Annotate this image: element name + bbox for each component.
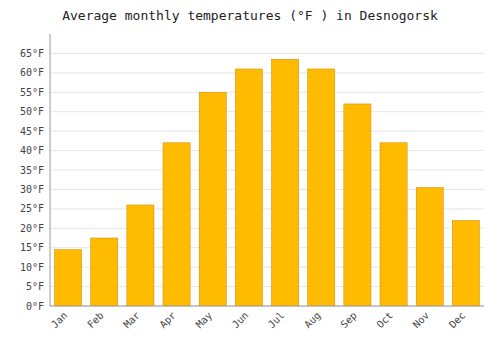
grid-line: [50, 306, 484, 307]
x-tick-label: May: [194, 310, 215, 331]
x-tick-label: Jun: [230, 310, 251, 331]
grid-line: [50, 92, 484, 93]
y-tick-label: 0°F: [26, 301, 44, 312]
bar: [272, 59, 299, 306]
bar: [91, 238, 118, 306]
grid-line: [50, 111, 484, 112]
grid-line: [50, 131, 484, 132]
y-tick-label: 60°F: [20, 67, 44, 78]
x-tick-label: Sep: [338, 310, 359, 331]
bar: [235, 69, 262, 306]
bars: [55, 59, 480, 306]
y-tick-label: 20°F: [20, 223, 44, 234]
y-axis-line: [50, 34, 51, 306]
chart: Average monthly temperatures (°F ) in De…: [0, 0, 500, 350]
y-tick-label: 50°F: [20, 106, 44, 117]
y-tick-label: 45°F: [20, 126, 44, 137]
y-tick-label: 40°F: [20, 145, 44, 156]
x-tick-label: Aug: [302, 310, 323, 331]
x-tick-label: Jul: [266, 310, 287, 331]
y-tick-label: 25°F: [20, 203, 44, 214]
x-tick-label: Jan: [49, 310, 70, 331]
x-tick-label: Dec: [447, 310, 468, 331]
title: Average monthly temperatures (°F ) in De…: [62, 8, 438, 23]
bar: [344, 104, 371, 306]
bar: [380, 143, 407, 306]
y-tick-label: 35°F: [20, 165, 44, 176]
x-tick-label: Apr: [157, 310, 178, 331]
bar: [452, 221, 479, 306]
y-tick-label: 30°F: [20, 184, 44, 195]
grid-line: [50, 72, 484, 73]
y-tick-label: 55°F: [20, 87, 44, 98]
y-tick-label: 65°F: [20, 48, 44, 59]
bar: [416, 187, 443, 306]
bar: [55, 250, 82, 306]
bar: [199, 92, 226, 306]
x-tick-label: Mar: [121, 310, 142, 331]
grid-line: [50, 150, 484, 151]
y-tick-label: 15°F: [20, 242, 44, 253]
grid-line: [50, 53, 484, 54]
x-tick-label: Nov: [411, 310, 432, 331]
bar: [127, 205, 154, 306]
x-tick-label: Oct: [374, 310, 395, 331]
grid: [50, 53, 484, 306]
y-tick-label: 10°F: [20, 262, 44, 273]
x-tick-label: Feb: [85, 310, 106, 331]
grid-line: [50, 170, 484, 171]
y-tick-label: 5°F: [26, 281, 44, 292]
x-axis-line: [50, 306, 484, 307]
bar: [163, 143, 190, 306]
bar: [308, 69, 335, 306]
